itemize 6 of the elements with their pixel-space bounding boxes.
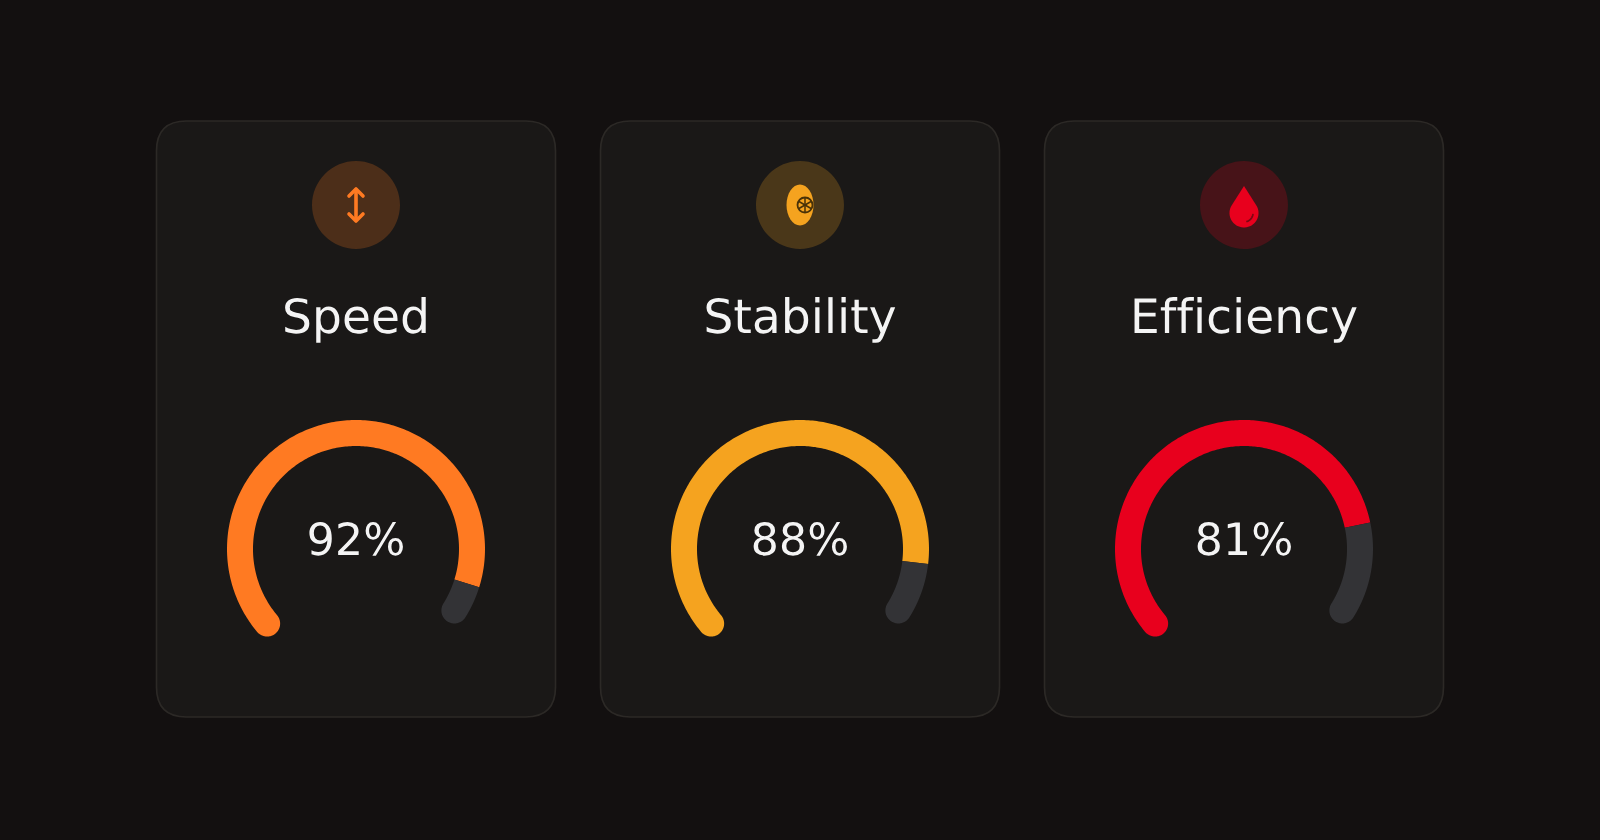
chart-title: Stability [706, 297, 896, 343]
chart-title: Speed [285, 297, 426, 343]
data-label: 92% [309, 522, 403, 556]
chart-title: Efficiency [1134, 297, 1357, 343]
data-label: 88% [753, 522, 847, 556]
data-label: 81% [1197, 522, 1291, 556]
